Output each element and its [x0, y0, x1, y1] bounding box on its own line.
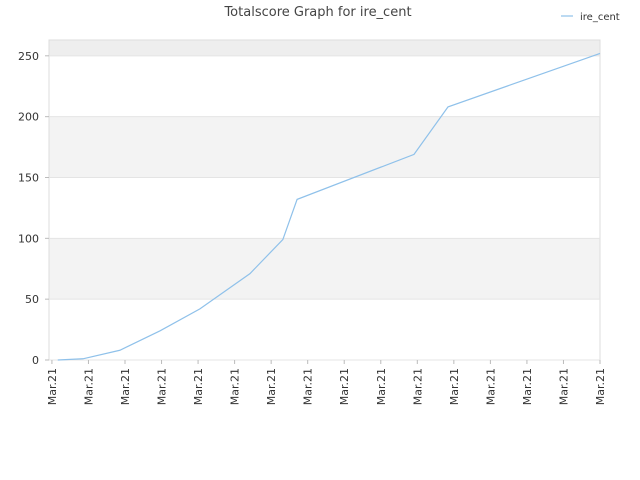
- band: [49, 238, 600, 300]
- x-tick-label: Mar.21: [594, 368, 607, 405]
- band: [49, 299, 600, 360]
- x-tick-label: Mar.21: [265, 368, 278, 405]
- x-tick-label: Mar.21: [192, 368, 205, 405]
- chart-title: Totalscore Graph for ire_cent: [223, 5, 411, 20]
- x-tick-label: Mar.21: [338, 368, 351, 405]
- y-tick-label: 50: [25, 293, 39, 306]
- x-tick-label: Mar.21: [82, 368, 95, 405]
- y-tick-label: 100: [18, 232, 39, 245]
- x-tick-label: Mar.21: [46, 368, 59, 405]
- x-tick-label: Mar.21: [375, 368, 388, 405]
- y-tick-label: 150: [18, 171, 39, 184]
- series-line: [57, 52, 601, 361]
- y-tick-label: 200: [18, 111, 39, 124]
- band: [49, 177, 600, 239]
- legend-label: ire_cent: [580, 12, 620, 23]
- x-tick-label: Mar.21: [521, 368, 534, 405]
- x-tick-label: Mar.21: [156, 368, 169, 405]
- x-tick-label: Mar.21: [119, 368, 132, 405]
- band: [49, 40, 600, 56]
- y-tick-label: 0: [32, 354, 39, 367]
- x-tick-label: Mar.21: [229, 368, 242, 405]
- band: [49, 116, 600, 178]
- x-tick-label: Mar.21: [302, 368, 315, 405]
- x-tick-label: Mar.21: [484, 368, 497, 405]
- band: [49, 55, 600, 117]
- y-tick-label: 250: [18, 50, 39, 63]
- x-tick-label: Mar.21: [448, 368, 461, 405]
- x-tick-label: Mar.21: [557, 368, 570, 405]
- x-tick-label: Mar.21: [411, 368, 424, 405]
